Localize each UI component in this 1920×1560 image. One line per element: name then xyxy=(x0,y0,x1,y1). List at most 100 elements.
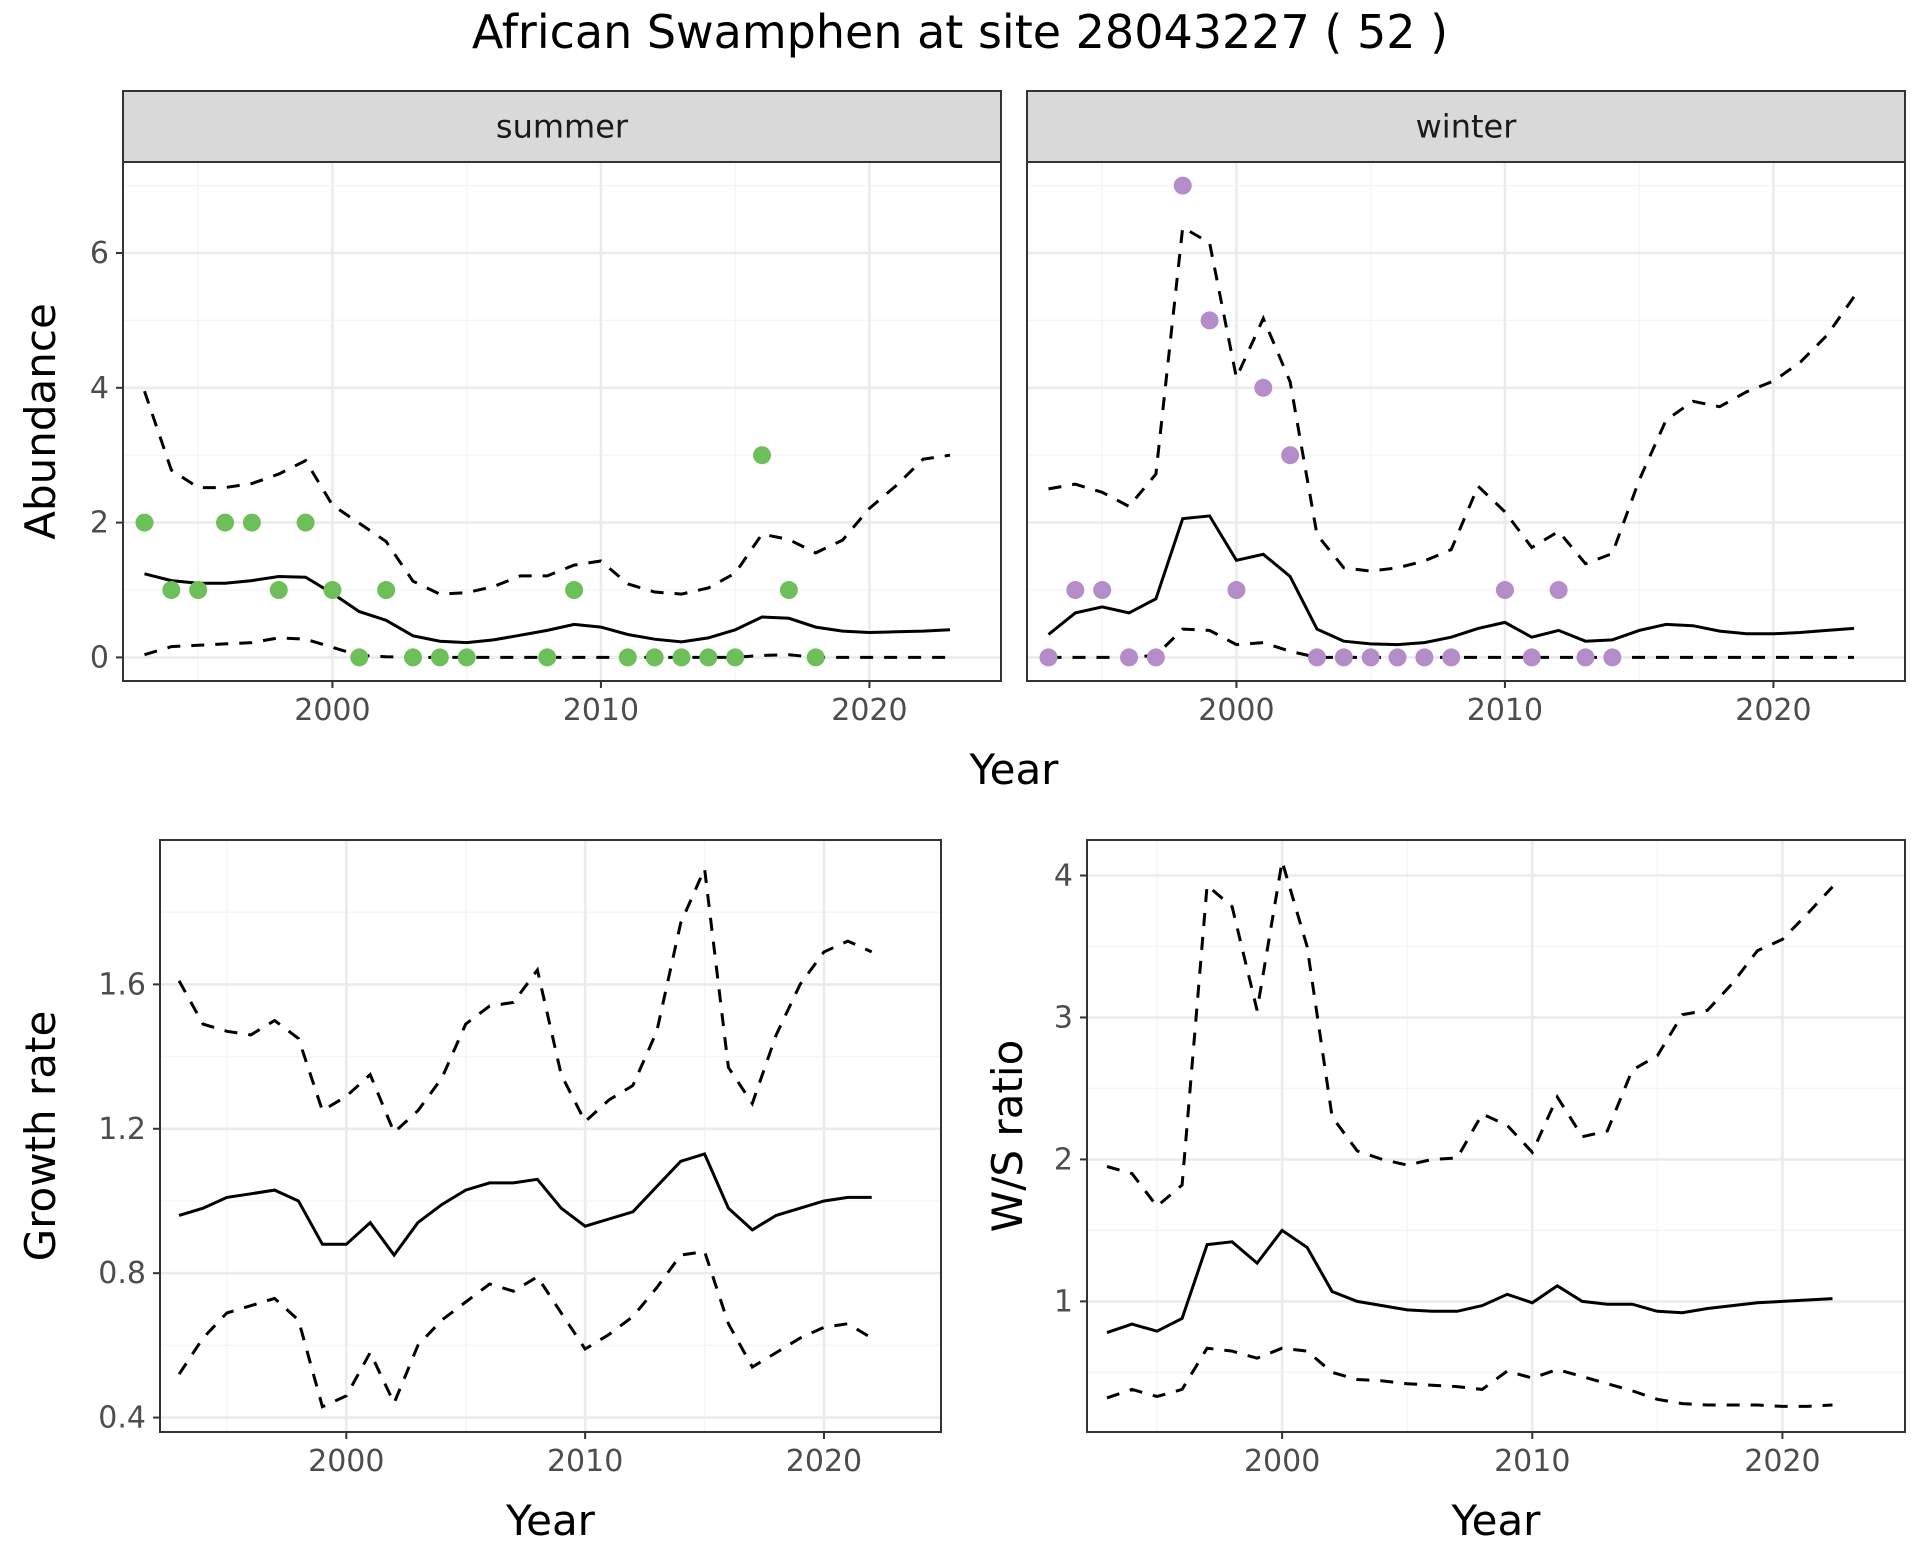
ratio-fitted-line xyxy=(1106,1228,1833,1335)
summer-observed-point xyxy=(269,581,288,600)
summer-observed-point xyxy=(403,648,422,667)
ratio-y-tick-label: 2 xyxy=(1054,1142,1073,1177)
summer-y-tick-label: 2 xyxy=(90,506,109,541)
summer-strip xyxy=(122,90,1002,163)
abundance-plot: 2000 2010 2020 0 2 4 6 summer 2000 2010 2020 winte… xyxy=(16,90,1906,794)
summer-observed-point xyxy=(645,648,664,667)
ratio-y-tick-label: 4 xyxy=(1054,858,1073,893)
summer-observed-point xyxy=(162,581,181,600)
growth-lower-bound-line xyxy=(177,1249,873,1409)
summer-observed-point xyxy=(216,513,235,532)
winter-observed-point xyxy=(1549,581,1568,600)
summer-y-tick-label: 4 xyxy=(90,371,109,406)
winter-observed-point xyxy=(1227,581,1246,600)
growth-y-tick-label: 0.8 xyxy=(98,1256,146,1291)
winter-observed-point xyxy=(1603,648,1622,667)
growth-x-tick-label: 2010 xyxy=(547,1444,623,1479)
summer-observed-point xyxy=(377,581,396,600)
growth-x-axis-title: Year xyxy=(505,1496,596,1545)
growth-x-tick-label: 2000 xyxy=(308,1444,384,1479)
ratio-panel-background xyxy=(1087,840,1905,1432)
ratio-lower-bound-line xyxy=(1106,1346,1833,1408)
winter-observed-point xyxy=(1522,648,1541,667)
abundance-winter-panel: 2000 2010 2020 winter xyxy=(1026,90,1906,728)
ratio-y-tick-label: 1 xyxy=(1054,1284,1073,1319)
winter-panel-background xyxy=(1027,162,1905,681)
ratio-x-tick-label: 2020 xyxy=(1744,1444,1820,1479)
summer-observed-point xyxy=(806,648,825,667)
growth-rate-panel: 2000 2010 2020 0.4 0.8 1.2 1.6 xyxy=(98,839,942,1479)
winter-observed-point xyxy=(1495,581,1514,600)
summer-observed-point xyxy=(242,513,261,532)
summer-observed-point xyxy=(350,648,369,667)
abundance-x-axis-title: Year xyxy=(969,745,1060,794)
winter-observed-point xyxy=(1281,446,1300,465)
summer-observed-point xyxy=(565,581,584,600)
winter-observed-point xyxy=(1307,648,1326,667)
summer-observed-point xyxy=(135,513,154,532)
summer-x-tick-label: 2000 xyxy=(294,693,370,728)
ratio-y-tick-label: 3 xyxy=(1054,1000,1073,1035)
winter-observed-point xyxy=(1415,648,1434,667)
winter-x-tick-label: 2000 xyxy=(1198,693,1274,728)
winter-observed-point xyxy=(1173,176,1192,195)
winter-observed-point xyxy=(1200,311,1219,330)
growth-y-axis-title: Growth rate xyxy=(16,1011,65,1262)
growth-panel-background xyxy=(160,840,941,1432)
winter-observed-point xyxy=(1093,581,1112,600)
growth-y-tick-label: 1.2 xyxy=(98,1112,146,1147)
summer-observed-point xyxy=(779,581,798,600)
ratio-x-axis-title: Year xyxy=(1451,1496,1542,1545)
winter-strip xyxy=(1026,90,1906,163)
winter-observed-point xyxy=(1388,648,1407,667)
growth-rate-plot: 2000 2010 2020 0.4 0.8 1.2 1.6 Growth rate Yea… xyxy=(16,839,942,1545)
summer-fitted-line xyxy=(144,572,951,645)
summer-observed-point xyxy=(538,648,557,667)
summer-x-tick-label: 2010 xyxy=(563,693,639,728)
growth-fitted-line xyxy=(178,1152,872,1258)
winter-observed-point xyxy=(1120,648,1139,667)
winter-observed-point xyxy=(1576,648,1595,667)
growth-y-tick-label: 0.4 xyxy=(98,1401,146,1436)
ratio-x-tick-label: 2010 xyxy=(1494,1444,1570,1479)
summer-observed-point xyxy=(323,581,342,600)
summer-x-tick-label: 2020 xyxy=(831,693,907,728)
winter-upper-bound-line xyxy=(1048,224,1856,573)
summer-observed-point xyxy=(753,446,772,465)
winter-observed-point xyxy=(1146,648,1165,667)
winter-observed-point xyxy=(1442,648,1461,667)
summer-strip-label: summer xyxy=(496,108,629,146)
winter-observed-point xyxy=(1066,581,1085,600)
winter-x-tick-label: 2020 xyxy=(1735,693,1811,728)
winter-x-tick-label: 2010 xyxy=(1467,693,1543,728)
summer-observed-point xyxy=(296,513,315,532)
summer-panel-background xyxy=(123,162,1001,681)
ratio-y-axis-title: W/S ratio xyxy=(983,1040,1032,1233)
summer-observed-point xyxy=(618,648,637,667)
growth-panel-border xyxy=(159,839,942,1433)
growth-x-tick-label: 2020 xyxy=(786,1444,862,1479)
summer-y-tick-label: 6 xyxy=(90,236,109,271)
summer-upper-bound-line xyxy=(143,390,951,596)
growth-y-tick-label: 1.6 xyxy=(98,967,146,1002)
winter-observed-point xyxy=(1254,378,1273,397)
winter-observed-point xyxy=(1334,648,1353,667)
summer-observed-point xyxy=(189,581,208,600)
winter-strip-label: winter xyxy=(1416,108,1518,146)
winter-observed-point xyxy=(1361,648,1380,667)
summer-observed-point xyxy=(699,648,718,667)
abundance-summer-panel: 2000 2010 2020 0 2 4 6 summer xyxy=(90,90,1002,728)
summer-observed-point xyxy=(430,648,449,667)
ratio-panel: 2000 2010 2020 1 2 3 4 xyxy=(1054,839,1906,1479)
ratio-x-tick-label: 2000 xyxy=(1244,1444,1320,1479)
summer-observed-point xyxy=(672,648,691,667)
winter-observed-point xyxy=(1039,648,1058,667)
abundance-y-axis-title: Abundance xyxy=(16,303,65,540)
ratio-upper-bound-line xyxy=(1106,860,1834,1209)
ratio-plot: 2000 2010 2020 1 2 3 4 W/S ratio Year xyxy=(983,839,1906,1545)
ratio-panel-border xyxy=(1086,839,1906,1433)
winter-fitted-line xyxy=(1047,514,1855,647)
summer-observed-point xyxy=(457,648,476,667)
summer-observed-point xyxy=(726,648,745,667)
